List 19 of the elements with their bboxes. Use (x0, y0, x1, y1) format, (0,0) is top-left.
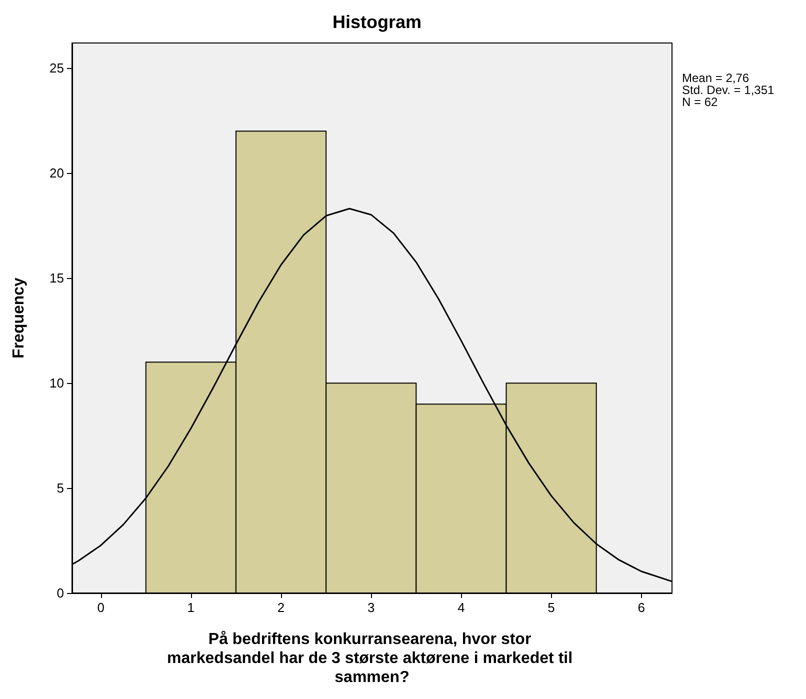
x-tick-label: 1 (187, 600, 195, 615)
text: N = 62 (682, 95, 718, 109)
y-tick-label: 0 (56, 586, 64, 600)
text: Std. Dev. = 1,351 (682, 83, 774, 97)
chart-title: Histogram (332, 12, 422, 32)
y-tick-label: 25 (50, 60, 64, 76)
x-tick-label: 2 (277, 600, 285, 615)
x-tick-label: 5 (548, 600, 555, 615)
y-tick-label: 15 (50, 270, 64, 286)
x-tick-label: 4 (458, 600, 465, 615)
x-axis-title: På bedriftens konkurransearena, hvor stor markedsandel har de 3 største aktørene i markedet til sammen? (167, 630, 577, 686)
x-tick-label: 3 (367, 600, 375, 615)
y-axis-title: Frequency (10, 277, 28, 358)
y-tick-label: 20 (50, 166, 64, 181)
y-tick-label: 10 (50, 376, 64, 391)
y-tick-label: 5 (56, 480, 64, 496)
x-tick-label: 6 (638, 600, 645, 615)
text: Mean = 2,76 (682, 71, 750, 85)
x-tick-label: 0 (97, 600, 104, 615)
